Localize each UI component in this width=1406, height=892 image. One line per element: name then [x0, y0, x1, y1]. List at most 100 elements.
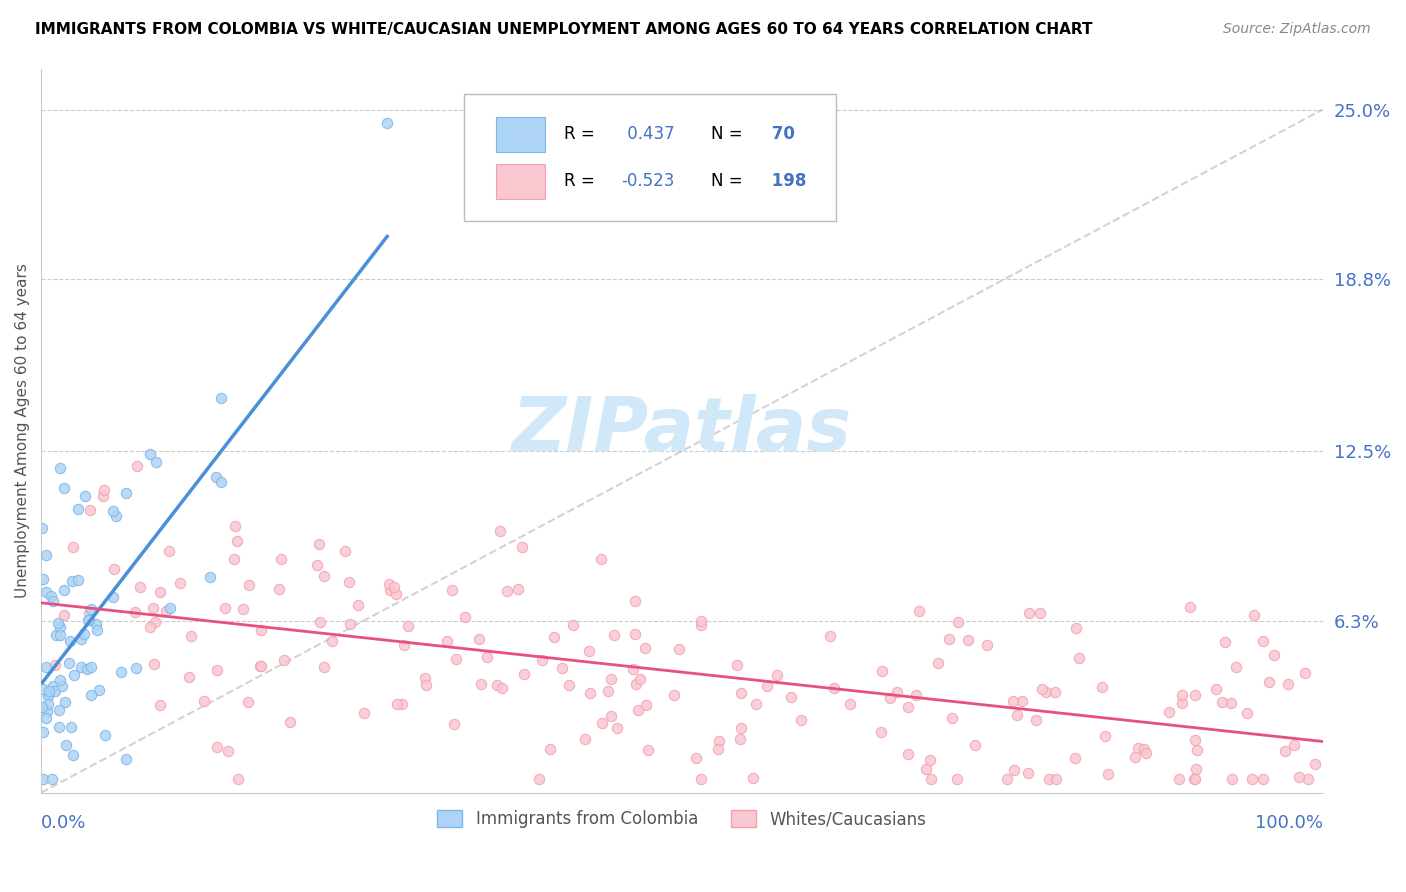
Point [1069, 651, 1091, 665]
Point [347, 598, 370, 612]
Text: ZIPatlas: ZIPatlas [512, 394, 852, 467]
Point [63, 668, 86, 682]
Point [1178, 600, 1201, 615]
Point [1038, 772, 1060, 786]
Point [1219, 697, 1241, 711]
Point [138, 620, 160, 634]
Point [413, 671, 436, 685]
Point [755, 679, 778, 693]
Point [624, 627, 647, 641]
Point [205, 469, 228, 483]
Point [1017, 765, 1039, 780]
Point [321, 633, 343, 648]
Point [470, 677, 492, 691]
Point [621, 662, 644, 676]
Point [48, 620, 70, 634]
Point [1128, 741, 1150, 756]
Point [232, 602, 254, 616]
Point [489, 524, 512, 538]
Point [1171, 696, 1194, 710]
Bar [496, 164, 544, 199]
Point [543, 630, 565, 644]
Point [339, 616, 361, 631]
Point [491, 681, 513, 696]
Point [627, 703, 650, 717]
Point [839, 697, 862, 711]
Point [79, 613, 101, 627]
Point [353, 706, 375, 720]
Point [1135, 746, 1157, 760]
Text: N =: N = [711, 172, 748, 191]
Point [551, 660, 574, 674]
Point [312, 569, 335, 583]
Point [337, 575, 360, 590]
Point [765, 668, 787, 682]
Point [312, 659, 335, 673]
Point [578, 644, 600, 658]
Point [1225, 660, 1247, 674]
Point [527, 772, 550, 786]
Point [31, 699, 53, 714]
Point [143, 657, 166, 671]
Point [685, 751, 707, 765]
Point [62, 747, 84, 762]
Point [77, 606, 100, 620]
Point [44, 683, 66, 698]
Point [780, 690, 803, 704]
Text: IMMIGRANTS FROM COLOMBIA VS WHITE/CAUCASIAN UNEMPLOYMENT AMONG AGES 60 TO 64 YEA: IMMIGRANTS FROM COLOMBIA VS WHITE/CAUCAS… [35, 22, 1092, 37]
Point [634, 698, 657, 713]
Point [596, 683, 619, 698]
Point [558, 678, 581, 692]
Point [53, 608, 76, 623]
Point [79, 660, 101, 674]
Point [270, 551, 292, 566]
Point [177, 669, 200, 683]
Point [728, 732, 751, 747]
Point [127, 459, 149, 474]
Point [1182, 772, 1205, 786]
Point [1288, 770, 1310, 784]
Point [538, 741, 561, 756]
Point [444, 652, 467, 666]
Point [1094, 729, 1116, 743]
Point [1277, 677, 1299, 691]
Point [382, 580, 405, 594]
Point [84, 616, 107, 631]
Text: -0.523: -0.523 [621, 172, 675, 191]
Point [53, 695, 76, 709]
Point [48, 703, 70, 717]
Point [79, 503, 101, 517]
Point [914, 762, 936, 776]
Point [309, 615, 332, 629]
Point [250, 659, 273, 673]
Point [391, 698, 413, 712]
Point [60, 574, 83, 589]
Point [1063, 751, 1085, 765]
Point [238, 694, 260, 708]
Point [101, 504, 124, 518]
Point [149, 698, 172, 712]
Point [159, 601, 181, 615]
Point [725, 657, 748, 672]
Point [908, 604, 931, 618]
Point [965, 738, 987, 752]
Point [77, 613, 100, 627]
Point [574, 732, 596, 747]
Point [49, 461, 72, 475]
Point [879, 691, 901, 706]
Text: 0.0%: 0.0% [41, 814, 87, 832]
Point [42, 593, 65, 607]
Point [790, 713, 813, 727]
Point [157, 544, 180, 558]
Point [70, 632, 93, 646]
Point [1258, 674, 1281, 689]
Point [415, 678, 437, 692]
Text: 100.0%: 100.0% [1254, 814, 1323, 832]
Point [73, 627, 96, 641]
Point [38, 686, 60, 700]
Point [31, 681, 53, 696]
Point [273, 653, 295, 667]
Point [454, 610, 477, 624]
Point [1045, 772, 1067, 786]
Point [180, 629, 202, 643]
